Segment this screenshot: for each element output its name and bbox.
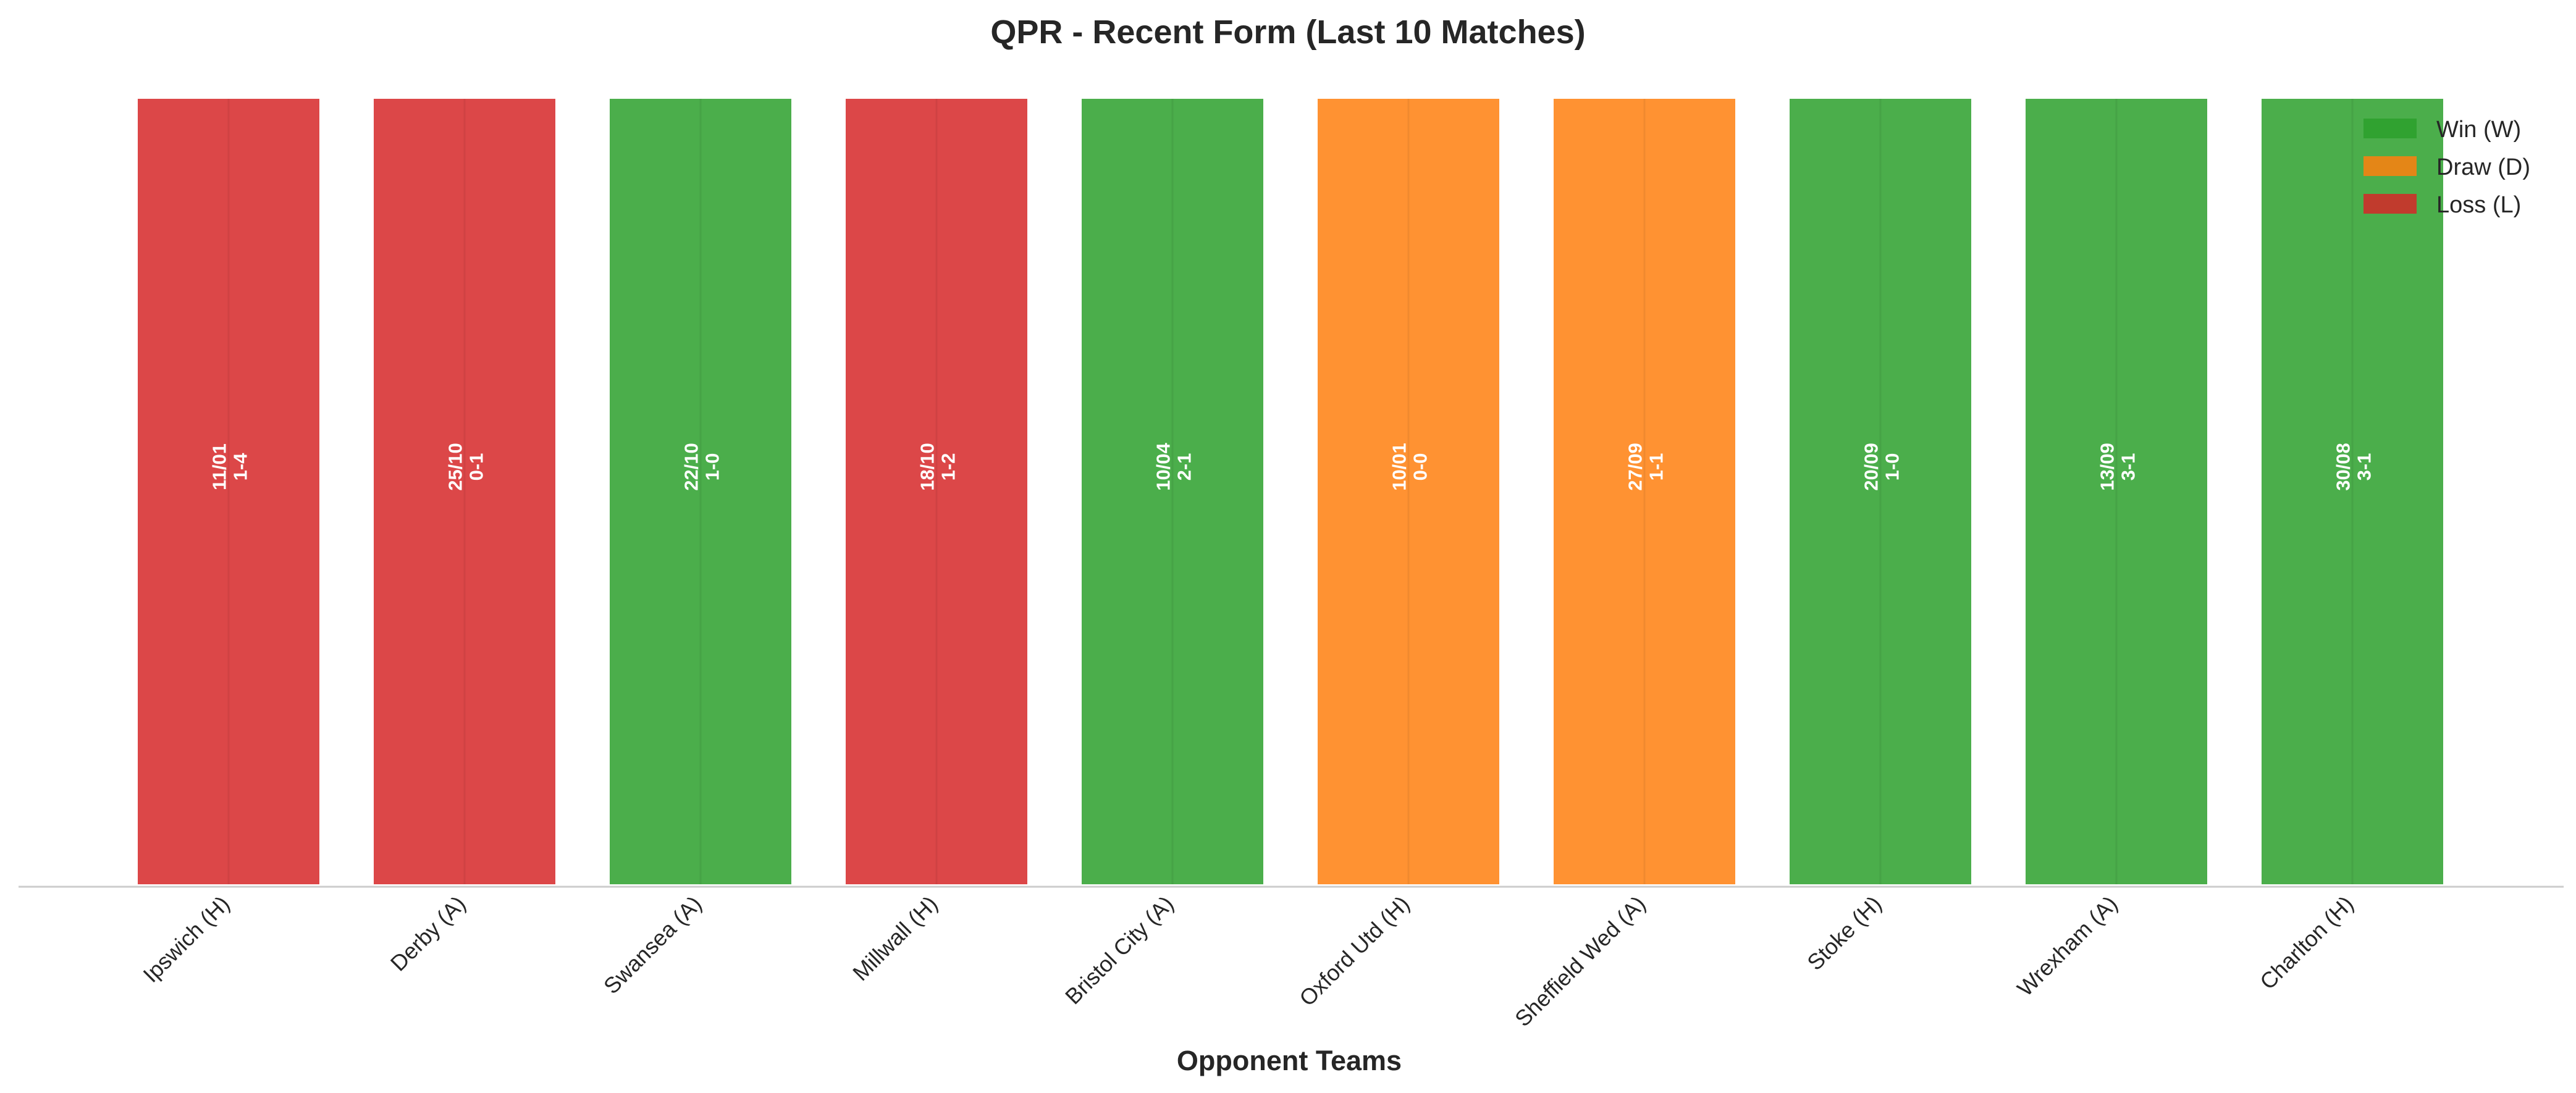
match-score: 3-1 (2117, 453, 2139, 481)
match-score: 1-1 (1645, 453, 1667, 481)
match-date: 10/04 (1152, 442, 1174, 490)
match-date: 13/09 (2096, 443, 2118, 491)
bar-data-label: 22/101-0 (680, 443, 723, 491)
x-tick-label: Derby (A) (385, 891, 471, 976)
x-tick-label: Oxford Utd (H) (1294, 891, 1414, 1011)
bar-sheffield-wed-a (1551, 96, 1738, 887)
legend-label-l: Loss (L) (2436, 192, 2521, 218)
match-date: 20/09 (1860, 443, 1882, 491)
match-score: 1-2 (937, 453, 959, 481)
bar-stoke-h (1787, 96, 1974, 887)
bar-derby-a (371, 96, 558, 887)
bar-data-label: 10/042-1 (1152, 442, 1195, 490)
bar-wrexham-a (2023, 96, 2210, 887)
match-score: 0-1 (465, 453, 487, 481)
match-date: 25/10 (444, 443, 466, 491)
legend-swatch-w (2363, 119, 2417, 138)
x-tick-label: Millwall (H) (848, 891, 942, 986)
x-tick-labels: Ipswich (H) Derby (A) Swansea (A) Millwall … (138, 891, 2358, 1032)
match-score: 2-1 (1173, 453, 1195, 481)
x-axis-label: Opponent Teams (1177, 1045, 1402, 1076)
legend-swatch-l (2363, 194, 2417, 214)
match-date: 10/01 (1388, 443, 1410, 491)
match-date: 30/08 (2332, 443, 2354, 491)
legend: Win (W) Draw (D) Loss (L) (2363, 117, 2530, 218)
bar-data-label: 11/011-4 (208, 443, 251, 490)
bar-ipswich-h (135, 96, 322, 887)
bar-data-label: 20/091-0 (1860, 443, 1903, 491)
legend-swatch-d (2363, 156, 2417, 176)
match-date: 22/10 (680, 443, 702, 491)
bar-bristol-city-a (1079, 96, 1266, 887)
legend-label-d: Draw (D) (2436, 154, 2530, 180)
match-date: 27/09 (1624, 443, 1646, 491)
chart-title: QPR - Recent Form (Last 10 Matches) (990, 14, 1585, 51)
x-tick-label: Wrexham (A) (2012, 891, 2122, 1001)
x-tick-label: Bristol City (A) (1060, 891, 1179, 1010)
bar-data-label: 30/083-1 (2332, 443, 2375, 491)
bar-data-label: 27/091-1 (1624, 443, 1667, 491)
x-tick-label: Swansea (A) (599, 891, 707, 999)
match-date: 18/10 (916, 443, 938, 491)
match-score: 1-0 (1881, 453, 1903, 481)
match-date: 11/01 (208, 443, 230, 490)
x-tick-label: Sheffield Wed (A) (1510, 891, 1651, 1032)
bar-data-label: 10/010-0 (1388, 443, 1431, 491)
match-score: 3-1 (2353, 453, 2375, 481)
match-score: 1-0 (701, 453, 723, 481)
x-tick-label: Charlton (H) (2255, 891, 2359, 995)
match-score: 0-0 (1409, 453, 1431, 481)
bar-charlton-h (2259, 96, 2446, 887)
legend-label-w: Win (W) (2436, 117, 2521, 143)
x-tick-label: Ipswich (H) (138, 891, 234, 987)
match-score: 1-4 (229, 453, 251, 481)
x-tick-label: Stoke (H) (1802, 891, 1887, 976)
bar-data-label: 25/100-1 (444, 443, 487, 491)
bars-layer: 11/011-4 25/100-1 22/101-0 18/101-2 10/042-1… (135, 96, 2446, 887)
bar-data-label: 18/101-2 (916, 443, 959, 491)
bar-millwall-h (843, 96, 1030, 887)
bar-oxford-utd-h (1315, 96, 1502, 887)
bar-data-label: 13/093-1 (2096, 443, 2139, 491)
bar-swansea-a (607, 96, 794, 887)
